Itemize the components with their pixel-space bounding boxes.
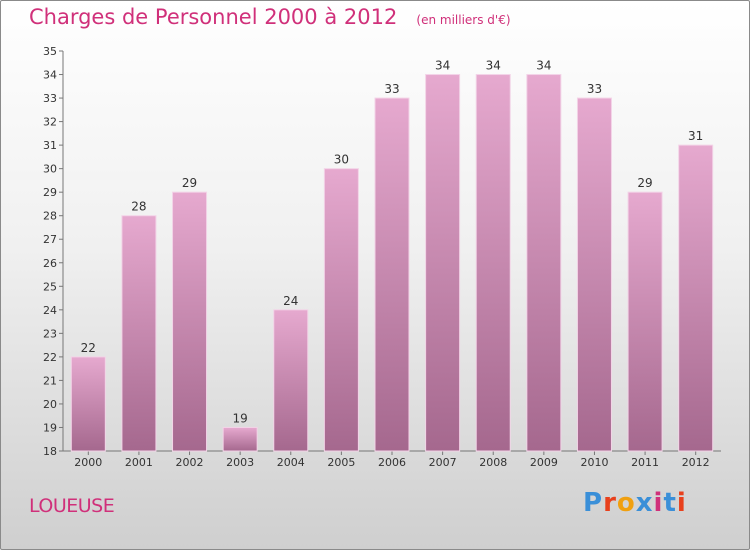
y-tick-label: 35 (43, 45, 57, 58)
axes: 18 19 20 21 22 23 24 25 26 27 28 29 30 31 32 33 34 35 2000… (43, 45, 721, 469)
bar-2011 (627, 191, 663, 452)
bar-2005 (323, 168, 359, 452)
x-tick-label-2010: 2010 (580, 456, 608, 469)
logo-letter: i (653, 488, 664, 518)
commune-name: LOUEUSE (29, 495, 115, 517)
x-tick-label-2007: 2007 (429, 456, 457, 469)
y-tick-label: 24 (43, 304, 57, 317)
data-label-2007: 34 (435, 59, 450, 73)
data-label-2002: 29 (182, 176, 197, 190)
y-tick-label: 32 (43, 116, 57, 129)
chart-subtitle: (en milliers d'€) (416, 13, 511, 27)
data-label-2009: 34 (536, 59, 551, 73)
data-labels: 22 28 29 19 24 30 33 34 34 34 33 29 31 (81, 59, 704, 426)
y-tick-label: 34 (43, 69, 57, 82)
bar-2012 (678, 144, 714, 452)
x-tick-label-2009: 2009 (530, 456, 558, 469)
bar-2010 (576, 97, 612, 452)
y-tick-label: 25 (43, 280, 57, 293)
x-tick-label-2008: 2008 (479, 456, 507, 469)
x-tick-label-2006: 2006 (378, 456, 406, 469)
y-tick-label: 28 (43, 210, 57, 223)
x-tick-label-2004: 2004 (277, 456, 305, 469)
bar-2004 (273, 309, 309, 452)
y-tick-label: 29 (43, 186, 57, 199)
bar-2000 (70, 356, 106, 452)
x-tick-label-2001: 2001 (125, 456, 153, 469)
x-tick-label-2011: 2011 (631, 456, 659, 469)
data-label-2000: 22 (81, 341, 96, 355)
bar-2007 (425, 74, 461, 452)
bar-2008 (475, 74, 511, 452)
bar-2006 (374, 97, 410, 452)
bar-2001 (121, 215, 157, 452)
data-label-2010: 33 (587, 82, 602, 96)
proxiti-logo[interactable]: Proxiti (583, 488, 687, 518)
chart-title: Charges de Personnel 2000 à 2012 (29, 5, 398, 29)
data-label-2011: 29 (637, 176, 652, 190)
title-row: Charges de Personnel 2000 à 2012 (en mil… (29, 5, 511, 29)
bars (70, 74, 714, 452)
logo-letter: r (603, 488, 617, 518)
y-tick-label: 33 (43, 92, 57, 105)
y-tick-label: 27 (43, 233, 57, 246)
y-tick-label: 21 (43, 374, 57, 387)
y-tick-label: 31 (43, 139, 57, 152)
data-label-2012: 31 (688, 129, 703, 143)
x-tick-label-2005: 2005 (327, 456, 355, 469)
bar-2002 (172, 191, 208, 452)
y-tick-label: 30 (43, 163, 57, 176)
y-tick-label: 22 (43, 351, 57, 364)
x-tick-label-2000: 2000 (74, 456, 102, 469)
y-tick-label: 19 (43, 421, 57, 434)
x-tick-label-2012: 2012 (682, 456, 710, 469)
y-tick-label: 26 (43, 257, 57, 270)
x-tick-label-2003: 2003 (226, 456, 254, 469)
bar-2009 (526, 74, 562, 452)
data-label-2008: 34 (486, 59, 501, 73)
logo-letter: o (616, 488, 636, 518)
bar-2003 (222, 426, 258, 452)
y-tick-label: 18 (43, 445, 57, 458)
y-tick-label: 23 (43, 327, 57, 340)
data-label-2006: 33 (384, 82, 399, 96)
data-label-2005: 30 (334, 153, 349, 167)
logo-letter: x (635, 488, 654, 518)
logo-letter: t (663, 488, 677, 518)
y-tick-label: 20 (43, 398, 57, 411)
data-label-2001: 28 (131, 200, 146, 214)
logo-letter: i (676, 488, 687, 518)
logo-letter: P (583, 488, 604, 518)
data-label-2003: 19 (233, 411, 248, 425)
x-tick-label-2002: 2002 (176, 456, 204, 469)
data-label-2004: 24 (283, 294, 298, 308)
